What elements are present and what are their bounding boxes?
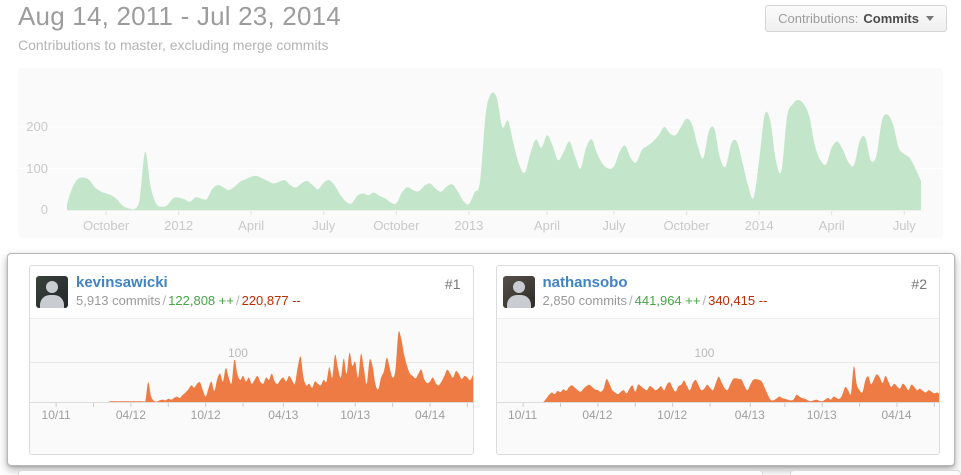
x-axis-label: 04/13 bbox=[268, 408, 299, 422]
contribution-stats: 2,850 commits/441,964 ++/340,415 -- bbox=[543, 293, 768, 308]
x-axis-label: 10/12 bbox=[190, 408, 221, 422]
x-axis-label: 10/12 bbox=[657, 408, 688, 422]
x-axis-label: July bbox=[312, 218, 336, 233]
overview-commits-chart: October 2012 April July October 2013 April July… bbox=[18, 68, 943, 238]
next-contributor-card-partial bbox=[18, 470, 763, 475]
x-axis-label: 10/13 bbox=[340, 408, 371, 422]
x-axis-label: July bbox=[892, 218, 916, 233]
separator: / bbox=[629, 293, 633, 308]
y-axis-label: 100 bbox=[222, 345, 253, 360]
x-axis-label: April bbox=[818, 218, 845, 233]
top-contributors-panel: kevinsawicki 5,913 commits/122,808 ++/22… bbox=[7, 253, 955, 466]
separator: / bbox=[702, 293, 707, 308]
username-link[interactable]: kevinsawicki bbox=[76, 274, 168, 291]
deletions-count: 340,415 -- bbox=[708, 293, 768, 308]
filter-selected-value: Commits bbox=[863, 11, 919, 26]
next-contributor-card-partial bbox=[790, 470, 961, 475]
x-axis-label: 04/14 bbox=[881, 408, 912, 422]
filter-prefix-label: Contributions: bbox=[778, 11, 859, 26]
avatar[interactable] bbox=[36, 276, 68, 308]
separator: / bbox=[235, 293, 240, 308]
y-axis-label: 0 bbox=[40, 202, 48, 217]
x-axis-label: 04/12 bbox=[582, 408, 613, 422]
rank-badge: #1 bbox=[444, 276, 461, 292]
x-axis-label: 10/11 bbox=[41, 408, 71, 422]
x-axis-label: 04/13 bbox=[734, 408, 765, 422]
rank-badge: #2 bbox=[911, 276, 927, 292]
contributor-card-header: nathansobo 2,850 commits/441,964 ++/340,… bbox=[496, 266, 939, 318]
x-axis-label: 10/13 bbox=[806, 408, 837, 422]
x-axis-label: April bbox=[534, 218, 561, 233]
additions-count: 122,808 ++ bbox=[168, 293, 234, 308]
contribution-stats: 5,913 commits/122,808 ++/220,877 -- bbox=[76, 293, 301, 308]
x-axis-label: 2012 bbox=[164, 218, 194, 233]
caret-down-icon bbox=[926, 16, 934, 21]
contributions-filter-button[interactable]: Contributions: Commits bbox=[765, 5, 947, 32]
avatar[interactable] bbox=[502, 276, 535, 308]
separator: / bbox=[162, 293, 167, 308]
x-axis-label: 04/12 bbox=[115, 408, 146, 422]
x-axis-label: April bbox=[238, 218, 265, 233]
commit-count[interactable]: 5,913 commits bbox=[76, 293, 161, 308]
contributor-commits-chart: 10/11 04/12 10/12 04/13 10/13 04/14 100 bbox=[496, 318, 939, 454]
x-axis-label: 2014 bbox=[744, 218, 774, 233]
commit-count[interactable]: 2,850 commits bbox=[542, 293, 628, 308]
x-axis-label: October bbox=[82, 218, 130, 233]
contributor-card-header: kevinsawicki 5,913 commits/122,808 ++/22… bbox=[30, 266, 473, 318]
x-axis-label: 2013 bbox=[454, 218, 484, 233]
x-axis-label: October bbox=[373, 218, 420, 233]
x-axis-label: 10/11 bbox=[508, 408, 538, 422]
contributor-card-1: kevinsawicki 5,913 commits/122,808 ++/22… bbox=[29, 265, 474, 455]
additions-count: 441,964 ++ bbox=[634, 293, 701, 308]
area-series bbox=[502, 366, 939, 402]
date-range-title: Aug 14, 2011 - Jul 23, 2014 bbox=[18, 1, 341, 31]
contributor-card-2: nathansobo 2,850 commits/441,964 ++/340,… bbox=[495, 265, 940, 455]
contributor-commits-chart: 10/11 04/12 10/12 04/13 10/13 04/14 100 bbox=[30, 318, 473, 454]
y-axis-label: 100 bbox=[26, 160, 48, 176]
page-subtitle: Contributions to master, excluding merge… bbox=[18, 37, 329, 53]
y-axis-label: 200 bbox=[26, 119, 48, 134]
area-series bbox=[36, 331, 473, 402]
deletions-count: 220,877 -- bbox=[241, 293, 301, 308]
area-series bbox=[67, 92, 921, 210]
username-link[interactable]: nathansobo bbox=[542, 274, 628, 291]
x-axis-label: July bbox=[602, 218, 626, 233]
x-axis-label: October bbox=[663, 218, 710, 233]
x-axis-label: 04/14 bbox=[414, 408, 445, 422]
y-axis-label: 100 bbox=[689, 345, 720, 360]
